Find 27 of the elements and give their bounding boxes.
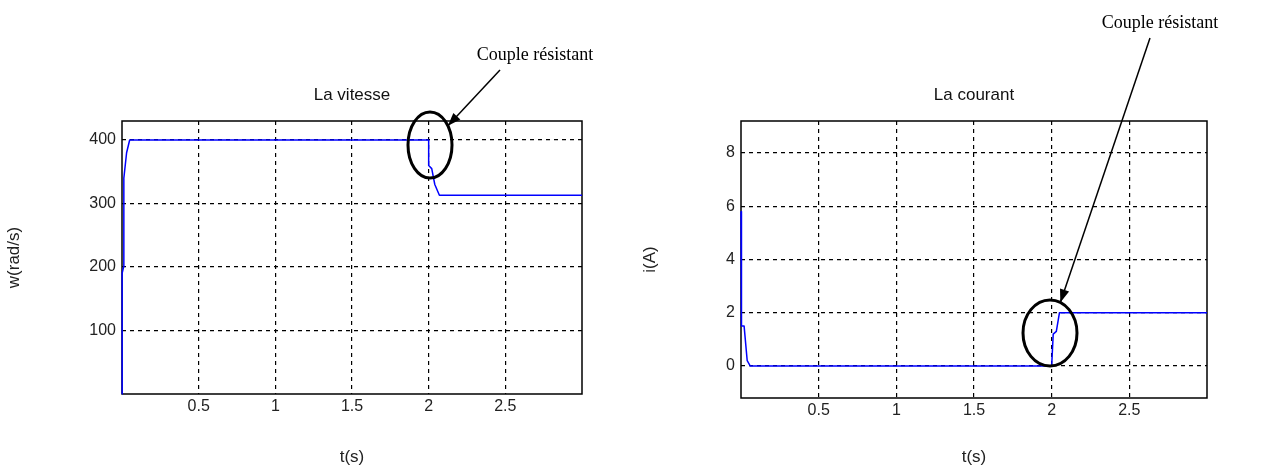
y-tick-label: 200 [89,257,117,275]
y-tick-label: 4 [726,249,736,267]
text: Couple résistant [476,44,594,64]
x-tick-label: 2.5 [494,397,517,415]
x-tick-label: 1.5 [340,397,364,415]
y-axis-title: w(rad/s) [3,226,23,290]
y-tick-label: 2 [726,303,736,321]
x-tick-label: 0.5 [807,401,830,419]
y-tick-label: 8 [726,143,736,161]
y-tick-label: 6 [726,196,736,214]
x-tick-label: 2 [1047,401,1057,419]
x-tick-label: 1 [891,401,901,419]
y-axis-title: i(A) [639,246,659,273]
text: Couple résistant [1101,12,1219,32]
x-axis-title: t(s) [961,447,987,467]
chart-title: La courant [933,85,1015,104]
x-tick-label: 2.5 [1118,401,1141,419]
x-tick-label: 2 [424,397,434,415]
x-tick-label: 1.5 [962,401,986,419]
x-tick-label: 0.5 [187,397,210,415]
y-tick-label: 0 [726,356,736,374]
y-tick-label: 400 [89,130,117,148]
y-tick-label: 300 [89,193,117,211]
y-tick-label: 100 [89,320,117,338]
x-axis-title: t(s) [339,447,365,467]
x-tick-label: 1 [270,397,280,415]
chart-title: La vitesse [313,85,391,104]
